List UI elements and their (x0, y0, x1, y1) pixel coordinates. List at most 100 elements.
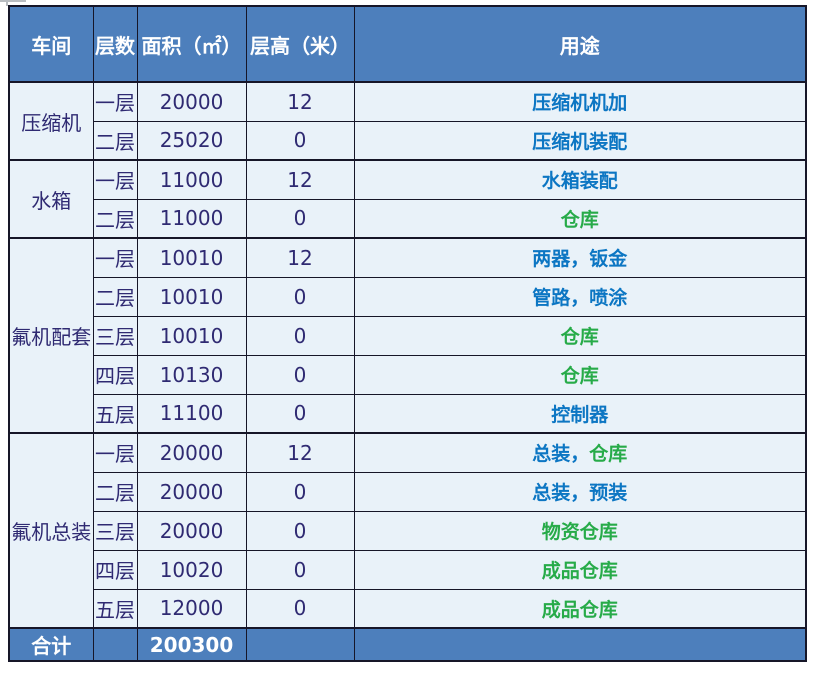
usage-text: 控制器 (551, 403, 609, 426)
footer-total-area-cell[interactable]: 200300 (136, 627, 247, 662)
area-cell[interactable]: 10020 (136, 549, 247, 590)
height-cell[interactable]: 0 (245, 588, 355, 629)
layer-cell[interactable]: 二层 (92, 198, 138, 239)
area-cell[interactable]: 11000 (136, 159, 247, 200)
layer-cell[interactable]: 一层 (92, 159, 138, 200)
height-cell[interactable]: 0 (245, 549, 355, 590)
height-cell[interactable]: 0 (245, 471, 355, 512)
layer-cell[interactable]: 二层 (92, 276, 138, 317)
usage-text: 管路，喷涂 (532, 287, 628, 309)
footer-row: 合计 200300 (8, 627, 807, 662)
usage-cell[interactable]: 压缩机装配 (353, 120, 807, 161)
area-cell[interactable]: 20000 (136, 471, 247, 512)
footer-spacer-cell[interactable] (245, 627, 355, 662)
usage-text: 仓库 (589, 443, 628, 466)
table-row: 三层 20000 0 物资仓库 (9, 510, 807, 551)
height-cell[interactable]: 12 (245, 159, 355, 200)
usage-cell[interactable]: 总装，预装 (353, 471, 807, 512)
usage-text: 仓库 (560, 365, 599, 387)
usage-cell[interactable]: 成品仓库 (353, 549, 807, 590)
area-cell[interactable]: 11100 (136, 393, 247, 434)
layer-cell[interactable]: 一层 (92, 237, 138, 278)
usage-cell[interactable]: 管路，喷涂 (353, 276, 807, 317)
usage-cell[interactable]: 控制器 (353, 393, 807, 434)
table-footer: 合计 200300 (8, 627, 807, 662)
layer-cell[interactable]: 二层 (92, 120, 138, 161)
layer-cell[interactable]: 四层 (92, 354, 138, 395)
layer-cell[interactable]: 五层 (92, 393, 138, 434)
layer-cell[interactable]: 三层 (92, 510, 138, 551)
usage-cell[interactable]: 压缩机机加 (353, 81, 807, 122)
usage-cell[interactable]: 成品仓库 (353, 588, 807, 629)
workshop-cell[interactable]: 氟机配套 (8, 237, 94, 434)
layer-cell[interactable]: 五层 (92, 588, 138, 629)
area-cell[interactable]: 25020 (136, 120, 247, 161)
table-row: 四层 10020 0 成品仓库 (9, 549, 807, 590)
footer-spacer-cell[interactable] (353, 627, 807, 662)
header-cell-workshop[interactable]: 车间 (8, 5, 94, 83)
gridline-artifact-vertical (6, 0, 8, 6)
layer-cell[interactable]: 二层 (92, 471, 138, 512)
gridline-artifact-horizontal (0, 0, 26, 2)
area-cell[interactable]: 12000 (136, 588, 247, 629)
table-row: 四层 10130 0 仓库 (9, 354, 807, 395)
usage-text: 总装， (532, 443, 590, 466)
usage-cell[interactable]: 仓库 (353, 198, 807, 239)
height-cell[interactable]: 0 (245, 393, 355, 434)
header-cell-layer[interactable]: 层数 (92, 5, 138, 83)
usage-text: 仓库 (560, 208, 599, 231)
table-row: 氟机总装 一层 20000 12 总装，仓库 (8, 432, 807, 629)
layer-cell[interactable]: 一层 (92, 432, 138, 473)
table-row: 二层 25020 0 压缩机装配 (9, 120, 807, 161)
usage-cell[interactable]: 两器，钣金 (353, 237, 807, 278)
usage-cell[interactable]: 仓库 (353, 315, 807, 356)
usage-text: 总装，预装 (532, 482, 628, 504)
area-cell[interactable]: 10010 (136, 315, 247, 356)
footer-total-label-cell[interactable]: 合计 (8, 627, 94, 662)
area-cell[interactable]: 10010 (136, 237, 247, 278)
height-cell[interactable]: 0 (245, 120, 355, 161)
usage-cell[interactable]: 水箱装配 (353, 159, 807, 200)
table-row: 水箱 一层 11000 12 水箱装配 (8, 159, 807, 239)
layer-cell[interactable]: 四层 (92, 549, 138, 590)
header-cell-usage[interactable]: 用途 (353, 5, 807, 83)
table-row: 压缩机 一层 20000 12 压缩机机加 (8, 81, 807, 161)
table-body: 压缩机 一层 20000 12 压缩机机加 二层 25020 0 压缩机装配 水箱 一层 11000 1… (8, 81, 807, 629)
table-header: 车间 层数 面积（㎡） 层高（米） 用途 (8, 5, 807, 83)
usage-text: 仓库 (560, 326, 599, 348)
table-row: 二层 20000 0 总装，预装 (9, 471, 807, 512)
height-cell[interactable]: 12 (245, 81, 355, 122)
workshop-area-table: 车间 层数 面积（㎡） 层高（米） 用途 压缩机 一层 20000 12 压缩机机加 二层… (8, 5, 807, 662)
area-cell[interactable]: 20000 (136, 510, 247, 551)
usage-cell[interactable]: 物资仓库 (353, 510, 807, 551)
area-cell[interactable]: 11000 (136, 198, 247, 239)
header-cell-height[interactable]: 层高（米） (245, 5, 355, 83)
area-cell[interactable]: 10010 (136, 276, 247, 317)
layer-cell[interactable]: 三层 (92, 315, 138, 356)
usage-text: 成品仓库 (541, 598, 618, 621)
workshop-cell[interactable]: 氟机总装 (8, 432, 94, 629)
table-row: 氟机配套 一层 10010 12 两器，钣金 (8, 237, 807, 434)
usage-text: 两器，钣金 (532, 248, 628, 271)
height-cell[interactable]: 12 (245, 237, 355, 278)
usage-cell[interactable]: 总装，仓库 (353, 432, 807, 473)
usage-cell[interactable]: 仓库 (353, 354, 807, 395)
height-cell[interactable]: 0 (245, 510, 355, 551)
height-cell[interactable]: 0 (245, 198, 355, 239)
usage-text: 物资仓库 (541, 521, 618, 543)
height-cell[interactable]: 12 (245, 432, 355, 473)
layer-cell[interactable]: 一层 (92, 81, 138, 122)
header-row: 车间 层数 面积（㎡） 层高（米） 用途 (8, 5, 807, 83)
workshop-cell[interactable]: 水箱 (8, 159, 94, 239)
footer-spacer-cell[interactable] (92, 627, 138, 662)
usage-text: 成品仓库 (541, 560, 618, 582)
workshop-cell[interactable]: 压缩机 (8, 81, 94, 161)
height-cell[interactable]: 0 (245, 315, 355, 356)
height-cell[interactable]: 0 (245, 276, 355, 317)
header-cell-area[interactable]: 面积（㎡） (136, 5, 247, 83)
area-cell[interactable]: 20000 (136, 432, 247, 473)
area-cell[interactable]: 20000 (136, 81, 247, 122)
height-cell[interactable]: 0 (245, 354, 355, 395)
table-row: 三层 10010 0 仓库 (9, 315, 807, 356)
area-cell[interactable]: 10130 (136, 354, 247, 395)
